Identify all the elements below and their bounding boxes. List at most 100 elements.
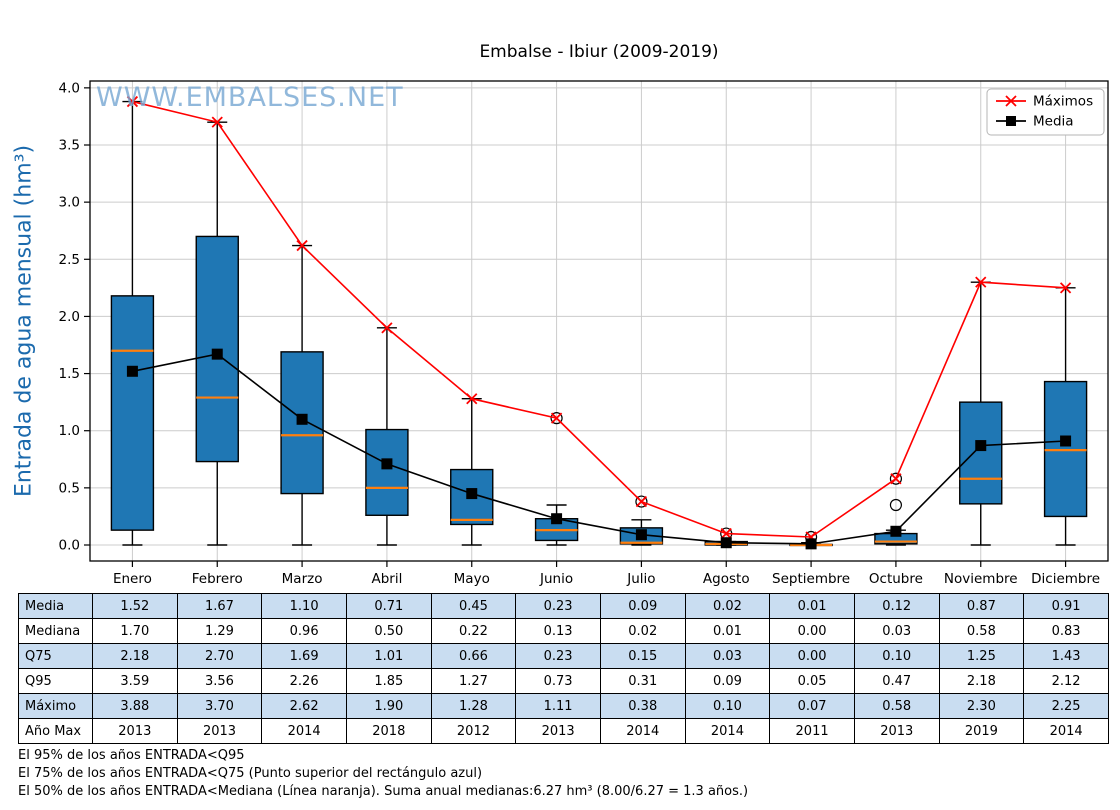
table-cell: 2.70 — [176, 643, 263, 669]
media-marker — [635, 529, 647, 541]
row-label: Q95 — [18, 668, 93, 694]
row-label: Máximo — [18, 693, 93, 719]
table-cell: 3.70 — [176, 693, 263, 719]
table-cell: 1.67 — [176, 593, 263, 619]
table-cell: 1.10 — [261, 593, 347, 619]
stats-table: Media 1.52 1.67 1.10 0.71 0.45 0.23 0.09 0.02 0.0… — [18, 593, 1109, 744]
media-marker — [720, 537, 732, 549]
y-tick-label: 3.0 — [59, 195, 80, 211]
table-cell: 1.01 — [345, 643, 432, 669]
media-marker — [381, 458, 393, 470]
box-abril — [365, 327, 409, 546]
maximos-marker — [381, 322, 393, 334]
media-marker — [805, 538, 817, 550]
table-cell: 0.01 — [684, 618, 771, 644]
table-cell: 2014 — [1023, 718, 1109, 744]
table-cell: 0.58 — [938, 618, 1025, 644]
table-cell: 1.90 — [345, 693, 432, 719]
table-cell: 1.52 — [92, 593, 178, 619]
x-tick-label-septiembre: Septiembre — [772, 571, 850, 587]
table-cell: 0.09 — [599, 593, 686, 619]
maximos-marker — [466, 393, 478, 405]
table-cell: 0.87 — [938, 593, 1025, 619]
media-marker — [211, 348, 223, 360]
media-marker — [890, 525, 902, 537]
legend: Máximos Media — [986, 88, 1105, 136]
table-cell: 1.29 — [176, 618, 263, 644]
row-label: Mediana — [18, 618, 93, 644]
table-cell: 0.07 — [769, 693, 855, 719]
maximos-marker — [890, 473, 902, 485]
outlier-marker — [889, 498, 903, 512]
box-diciembre — [1043, 287, 1088, 546]
y-axis-label: Entrada de agua mensual (hm³) — [11, 144, 37, 498]
legend-x-marker — [1005, 95, 1017, 107]
maximos-line — [132, 100, 1066, 538]
y-tick-label: 4.0 — [59, 80, 80, 96]
maximos-marker — [550, 412, 563, 424]
table-cell: 3.59 — [92, 668, 178, 694]
media-marker — [126, 365, 138, 377]
table-cell: 1.28 — [430, 693, 517, 719]
table-cell: 0.91 — [1023, 593, 1109, 619]
x-tick-label-marzo: Marzo — [282, 571, 323, 587]
table-cell: 0.50 — [345, 618, 432, 644]
plot-frame — [89, 80, 1109, 562]
table-cell: 0.01 — [769, 593, 855, 619]
table-cell: 0.31 — [599, 668, 686, 694]
table-cell: 0.38 — [599, 693, 686, 719]
table-cell: 2014 — [599, 718, 686, 744]
y-tick-label: 2.0 — [59, 309, 80, 325]
table-cell: 0.12 — [853, 593, 940, 619]
table-cell: 2012 — [430, 718, 517, 744]
table-cell: 2.18 — [938, 668, 1025, 694]
table-cell: 2.18 — [92, 643, 178, 669]
table-cell: 0.15 — [599, 643, 686, 669]
table-cell: 0.00 — [769, 643, 855, 669]
table-cell: 2013 — [853, 718, 940, 744]
table-cell: 1.69 — [261, 643, 347, 669]
series-lines — [126, 95, 1072, 550]
media-marker — [466, 488, 478, 500]
x-tick-label-junio: Junio — [539, 571, 573, 587]
maximos-marker — [720, 527, 732, 540]
table-cell: 0.71 — [345, 593, 432, 619]
maximos-marker — [211, 116, 223, 128]
table-cell: 1.11 — [515, 693, 601, 719]
media-marker — [975, 440, 987, 452]
chart-title: Embalse - Ibiur (2009-2019) — [479, 42, 719, 62]
boxplot-chart: 0.0 0.5 1.0 1.5 2.0 2.5 3.0 3.5 4.0 Enero Febrero M… — [59, 80, 1109, 587]
maximos-marker — [296, 239, 308, 252]
y-tick-label: 1.0 — [59, 423, 80, 439]
table-cell: 0.00 — [769, 618, 855, 644]
table-cell: 2011 — [769, 718, 855, 744]
x-tick-label-mayo: Mayo — [454, 571, 490, 587]
table-cell: 0.02 — [684, 593, 771, 619]
x-tick-label-enero: Enero — [113, 571, 152, 587]
table-cell: 0.02 — [599, 618, 686, 644]
table-cell: 0.05 — [769, 668, 855, 694]
box-enero — [110, 100, 155, 546]
table-row: Q95 3.59 3.56 2.26 1.85 1.27 0.73 0.31 0.09 0.05 0… — [18, 668, 1109, 694]
footnote-q75: El 75% de los años ENTRADA<Q75 (Punto su… — [18, 766, 483, 781]
media-marker — [551, 513, 563, 525]
y-tick-label: 0.0 — [59, 538, 80, 554]
x-tick-label-febrero: Febrero — [192, 571, 243, 587]
legend-label: Media — [1033, 114, 1074, 130]
table-cell: 0.22 — [430, 618, 517, 644]
table-cell: 0.47 — [853, 668, 940, 694]
stats-table-body: Media 1.52 1.67 1.10 0.71 0.45 0.23 0.09 0.02 0.0… — [18, 593, 1109, 744]
table-cell: 0.03 — [684, 643, 771, 669]
footnote-mediana: El 50% de los años ENTRADA<Mediana (Líne… — [18, 784, 749, 799]
gridlines — [90, 81, 1108, 561]
row-label: Año Max — [18, 718, 93, 744]
table-cell: 2.30 — [938, 693, 1025, 719]
outlier-marker — [635, 495, 648, 508]
axis-ticks — [84, 87, 1067, 567]
table-cell: 2018 — [345, 718, 432, 744]
table-cell: 2013 — [92, 718, 178, 744]
maximos-marker — [635, 495, 648, 508]
table-cell: 2.26 — [261, 668, 347, 694]
table-cell: 1.43 — [1023, 643, 1109, 669]
